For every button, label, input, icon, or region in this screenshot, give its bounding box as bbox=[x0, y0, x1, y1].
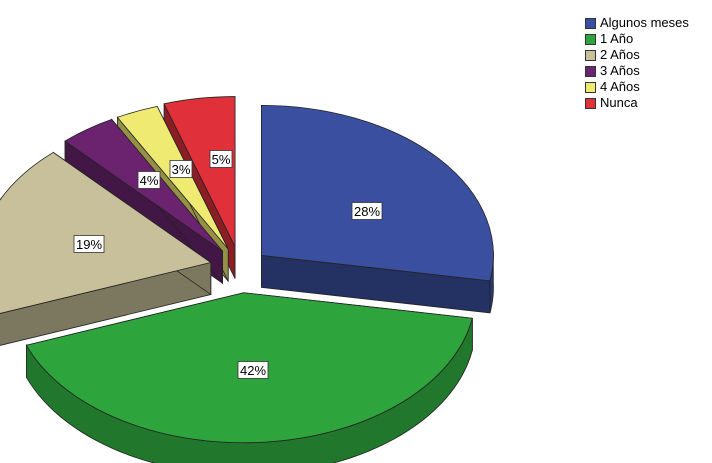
legend: Algunos meses 1 Año 2 Años 3 Años 4 Años Nunc… bbox=[585, 15, 689, 111]
legend-item: Nunca bbox=[585, 95, 689, 111]
data-label: 19% bbox=[76, 237, 102, 252]
legend-swatch bbox=[585, 65, 596, 77]
legend-item: 4 Años bbox=[585, 79, 689, 95]
pie-slice-1 bbox=[25, 292, 473, 463]
legend-swatch bbox=[585, 49, 596, 61]
data-label: 3% bbox=[172, 162, 191, 177]
legend-label: 3 Años bbox=[600, 63, 640, 78]
legend-label: Nunca bbox=[600, 95, 638, 110]
pie-slice-2 bbox=[0, 151, 212, 346]
data-label-box bbox=[351, 202, 383, 220]
data-label-box bbox=[137, 171, 161, 189]
data-label: 42% bbox=[240, 363, 266, 378]
legend-label: 4 Años bbox=[600, 79, 640, 94]
legend-swatch bbox=[585, 17, 596, 29]
legend-label: 2 Años bbox=[600, 47, 640, 62]
data-label-box bbox=[209, 150, 233, 168]
legend-swatch bbox=[585, 97, 596, 109]
legend-label: 1 Año bbox=[600, 31, 634, 46]
legend-item: 2 Años bbox=[585, 47, 689, 63]
data-label: 5% bbox=[212, 152, 231, 167]
data-label: 28% bbox=[354, 204, 380, 219]
legend-swatch bbox=[585, 81, 596, 93]
data-label: 4% bbox=[140, 173, 159, 188]
data-label-box bbox=[73, 235, 105, 253]
legend-item: 1 Año bbox=[585, 31, 689, 47]
legend-item: Algunos meses bbox=[585, 15, 689, 31]
legend-swatch bbox=[585, 33, 596, 45]
data-label-box bbox=[237, 361, 269, 379]
legend-label: Algunos meses bbox=[600, 15, 689, 30]
pie-slice-0 bbox=[261, 104, 494, 314]
data-label-box bbox=[169, 160, 193, 178]
legend-item: 3 Años bbox=[585, 63, 689, 79]
